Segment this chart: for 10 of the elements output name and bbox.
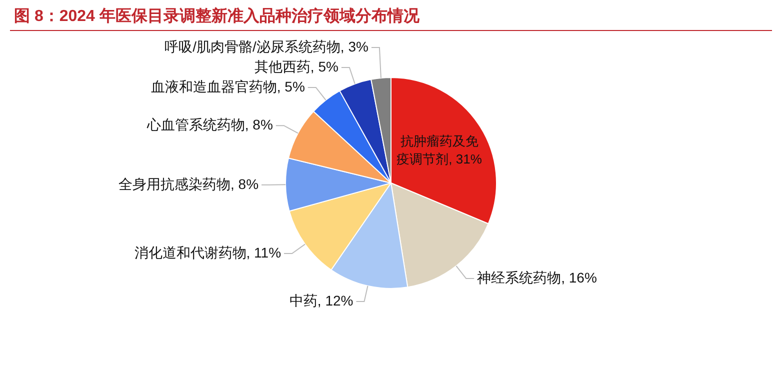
- slice-label: 心血管系统药物, 8%: [146, 116, 273, 132]
- slice-label: 其他西药, 5%: [254, 58, 338, 74]
- slice-label: 神经系统药物, 16%: [477, 269, 597, 286]
- chart-title: 图 8：2024 年医保目录调整新准入品种治疗领域分布情况: [14, 6, 420, 27]
- slice-label: 抗肿瘤药及免疫调节剂, 31%: [396, 133, 482, 166]
- slice-label: 血液和造血器官药物, 5%: [150, 78, 305, 94]
- slice-label: 呼吸/肌肉骨骼/泌尿系统药物, 3%: [164, 38, 368, 54]
- slice-label: 消化道和代谢药物, 11%: [134, 244, 282, 260]
- slice-label: 全身用抗感染药物, 8%: [118, 176, 259, 192]
- slice-label: 中药, 12%: [289, 292, 354, 308]
